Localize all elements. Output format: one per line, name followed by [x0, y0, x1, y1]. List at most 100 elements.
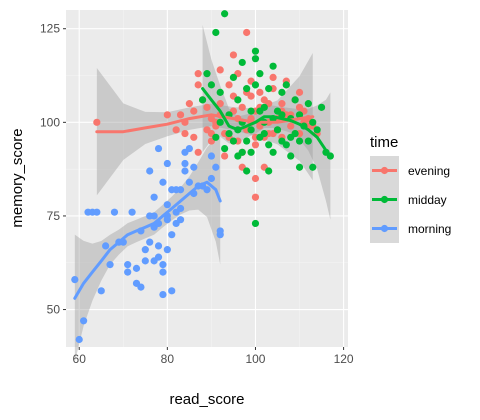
- point-evening: [203, 103, 211, 111]
- point-midday: [256, 107, 264, 115]
- point-midday: [309, 163, 317, 171]
- point-midday: [212, 28, 220, 37]
- axes: 60 80 100 120 50 75 100 125: [40, 22, 354, 366]
- point-midday: [282, 141, 290, 149]
- point-midday: [295, 111, 304, 119]
- trend-line-midday: [201, 87, 332, 158]
- point-midday: [317, 103, 326, 111]
- point-midday: [216, 88, 224, 96]
- plot-panel: [66, 10, 348, 347]
- point-morning: [80, 317, 88, 325]
- point-morning: [124, 268, 132, 276]
- point-evening: [194, 70, 202, 78]
- x-axis-title: read_score: [169, 391, 244, 408]
- point-morning: [124, 261, 132, 269]
- point-morning: [150, 193, 158, 201]
- point-midday: [251, 55, 260, 63]
- legend-label-morning: morning: [408, 222, 451, 236]
- point-morning: [203, 186, 211, 194]
- x-tick-label: 100: [245, 352, 265, 366]
- point-morning: [97, 287, 105, 295]
- point-morning: [93, 208, 101, 216]
- point-evening: [251, 141, 260, 149]
- legend: time evening midday morning: [370, 134, 451, 243]
- point-morning: [181, 159, 189, 168]
- point-evening: [278, 100, 286, 108]
- point-morning: [181, 167, 189, 175]
- point-morning: [172, 186, 180, 194]
- point-midday: [265, 167, 273, 175]
- point-midday: [203, 70, 211, 78]
- point-midday: [295, 137, 304, 145]
- data-points: [71, 10, 334, 344]
- point-evening: [287, 122, 295, 130]
- point-midday: [247, 126, 255, 134]
- point-evening: [190, 133, 198, 141]
- point-morning: [150, 212, 158, 220]
- point-morning: [190, 163, 198, 171]
- point-evening: [243, 28, 251, 37]
- point-midday: [251, 81, 260, 89]
- point-midday: [234, 96, 242, 104]
- point-evening: [229, 51, 238, 59]
- point-morning: [168, 231, 176, 239]
- point-morning: [207, 152, 216, 160]
- point-midday: [207, 81, 216, 89]
- point-morning: [159, 178, 167, 186]
- point-evening: [247, 92, 255, 100]
- point-morning: [146, 238, 154, 246]
- legend-label-midday: midday: [408, 193, 447, 207]
- point-morning: [146, 167, 154, 175]
- point-morning: [176, 216, 185, 224]
- point-evening: [172, 126, 180, 134]
- x-tick-label: 120: [334, 352, 354, 366]
- point-morning: [159, 261, 167, 269]
- point-morning: [106, 261, 114, 269]
- point-morning: [154, 242, 163, 250]
- point-morning: [181, 148, 189, 156]
- point-morning: [110, 208, 119, 216]
- point-midday: [243, 85, 251, 93]
- point-midday: [212, 133, 220, 141]
- point-morning: [216, 227, 224, 235]
- point-midday: [247, 107, 255, 115]
- point-evening: [181, 129, 189, 138]
- point-midday: [221, 10, 229, 18]
- point-evening: [238, 103, 246, 111]
- y-tick-label: 125: [40, 22, 60, 36]
- trend-line-morning: [73, 180, 222, 300]
- point-evening: [225, 81, 233, 89]
- trend-lines: [73, 87, 332, 300]
- point-morning: [163, 159, 171, 168]
- point-morning: [71, 276, 79, 284]
- point-midday: [304, 137, 312, 145]
- point-midday: [278, 111, 286, 119]
- point-midday: [251, 47, 260, 55]
- y-tick-label: 50: [47, 303, 61, 317]
- y-tick-label: 75: [47, 209, 61, 223]
- point-midday: [265, 85, 273, 93]
- point-midday: [287, 133, 295, 141]
- point-midday: [256, 70, 264, 78]
- point-morning: [185, 178, 193, 186]
- legend-point-evening: [380, 166, 389, 175]
- point-evening: [194, 81, 202, 89]
- point-midday: [221, 144, 229, 153]
- point-midday: [313, 126, 321, 134]
- x-tick-label: 60: [73, 352, 87, 366]
- point-morning: [163, 246, 171, 254]
- point-morning: [163, 201, 171, 209]
- point-midday: [265, 141, 273, 149]
- point-evening: [190, 107, 198, 115]
- point-evening: [295, 88, 304, 96]
- legend-label-evening: evening: [408, 164, 450, 178]
- point-evening: [163, 111, 171, 119]
- point-evening: [269, 73, 277, 81]
- point-midday: [309, 118, 317, 126]
- point-evening: [216, 100, 224, 108]
- point-evening: [203, 126, 211, 134]
- point-evening: [251, 193, 260, 201]
- point-evening: [185, 100, 193, 108]
- confidence-band-evening: [96, 53, 313, 196]
